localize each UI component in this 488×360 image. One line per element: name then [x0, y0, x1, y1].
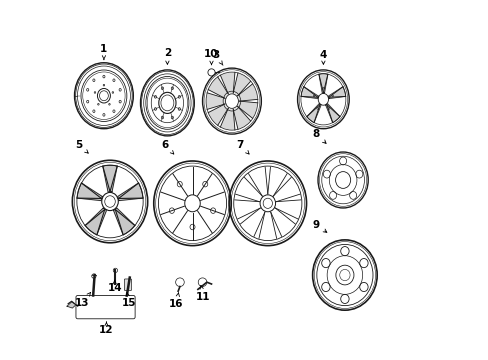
Text: 11: 11	[196, 285, 210, 302]
Polygon shape	[233, 107, 250, 129]
Polygon shape	[67, 302, 76, 308]
Text: 2: 2	[163, 48, 171, 64]
Text: 13: 13	[75, 292, 90, 308]
Text: 3: 3	[212, 50, 223, 65]
Polygon shape	[327, 87, 345, 99]
Text: 1: 1	[100, 44, 107, 60]
Polygon shape	[206, 93, 224, 109]
Text: 4: 4	[319, 50, 326, 64]
Polygon shape	[208, 77, 227, 98]
Polygon shape	[102, 165, 117, 192]
Text: 9: 9	[312, 220, 326, 232]
Polygon shape	[318, 74, 327, 93]
Text: 8: 8	[312, 129, 325, 143]
Text: 6: 6	[161, 140, 173, 154]
Polygon shape	[325, 104, 339, 123]
Polygon shape	[301, 87, 318, 99]
Polygon shape	[113, 208, 135, 235]
Polygon shape	[306, 104, 321, 123]
Polygon shape	[208, 105, 227, 125]
Text: 16: 16	[169, 293, 183, 309]
Text: 15: 15	[122, 292, 136, 308]
Text: 7: 7	[236, 140, 248, 154]
Polygon shape	[118, 183, 142, 201]
Polygon shape	[220, 73, 234, 93]
Polygon shape	[220, 109, 234, 130]
Polygon shape	[233, 73, 250, 95]
Polygon shape	[238, 84, 257, 100]
Text: 12: 12	[99, 322, 113, 335]
Polygon shape	[85, 208, 106, 235]
Polygon shape	[77, 183, 102, 201]
Text: 5: 5	[75, 140, 88, 153]
FancyBboxPatch shape	[124, 279, 131, 291]
Text: 14: 14	[107, 280, 122, 293]
Polygon shape	[238, 102, 257, 118]
Text: 10: 10	[204, 49, 218, 64]
